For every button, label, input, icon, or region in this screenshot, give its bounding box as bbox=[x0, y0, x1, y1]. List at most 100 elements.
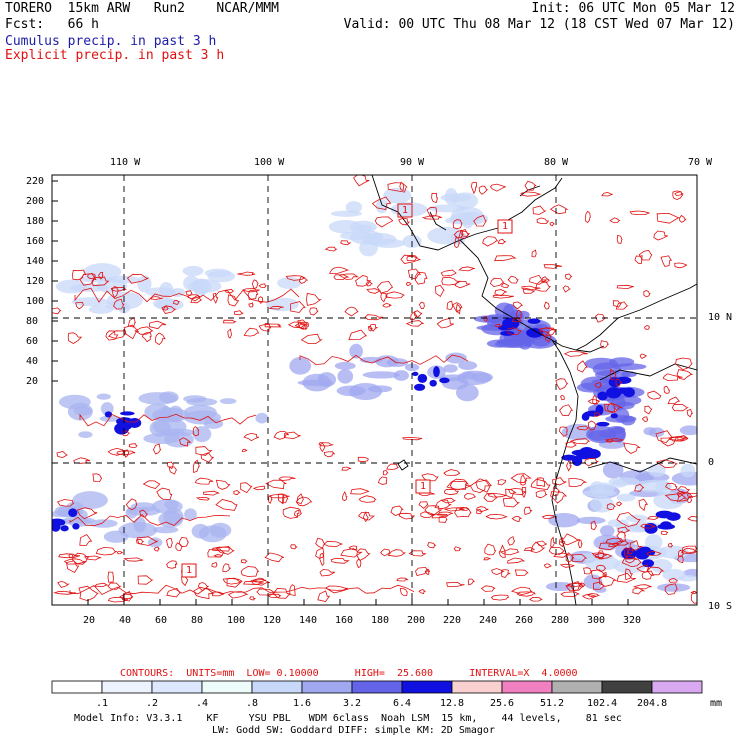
contour-line bbox=[667, 542, 674, 548]
contour-line bbox=[126, 273, 149, 284]
contour-line bbox=[601, 191, 613, 197]
contour-line bbox=[475, 506, 489, 512]
lat-label: 0 bbox=[708, 457, 715, 468]
contour-line bbox=[667, 396, 681, 405]
contour-line bbox=[341, 466, 352, 471]
precip-core bbox=[666, 512, 681, 521]
contour-line bbox=[616, 572, 636, 583]
precip-core bbox=[583, 448, 601, 459]
contour-line bbox=[224, 288, 235, 294]
explicit-precip-title: Explicit precip. in past 3 h bbox=[5, 48, 225, 63]
contour-line bbox=[348, 329, 368, 341]
contour-line bbox=[134, 326, 154, 335]
contour-line bbox=[483, 315, 489, 322]
y-tick-label: 120 bbox=[26, 276, 45, 287]
colorbar-label: 1.6 bbox=[293, 698, 312, 709]
contour-line bbox=[581, 594, 597, 600]
contour-line bbox=[233, 490, 241, 496]
precip-shade bbox=[152, 407, 189, 423]
contour-line bbox=[482, 236, 499, 247]
colorbar-label: .4 bbox=[196, 698, 209, 709]
contour-line bbox=[63, 558, 87, 565]
contour-line bbox=[252, 485, 266, 491]
contour-line bbox=[550, 490, 568, 504]
precip-shade bbox=[361, 232, 397, 246]
forecast-hour: Fcst: 66 h bbox=[5, 17, 99, 32]
contour-line bbox=[366, 288, 381, 294]
contour-line bbox=[590, 520, 598, 531]
contour-line bbox=[330, 557, 350, 564]
precip-shade bbox=[133, 517, 146, 533]
contour-label-boxes bbox=[181, 203, 513, 578]
contour-line bbox=[536, 540, 547, 547]
colorbar-label: 3.2 bbox=[343, 698, 362, 709]
contour-line bbox=[571, 554, 588, 563]
contour-line bbox=[78, 585, 100, 602]
contour-line bbox=[605, 438, 615, 443]
contour-line bbox=[511, 515, 523, 523]
colorbar-label: 12.8 bbox=[440, 698, 465, 709]
precip-shade bbox=[356, 224, 372, 232]
contour-line bbox=[278, 476, 296, 481]
contour-label: 1 bbox=[402, 205, 409, 216]
contour-line bbox=[592, 581, 605, 590]
contour-line bbox=[443, 488, 460, 496]
contour-line bbox=[110, 286, 128, 292]
contour-line bbox=[484, 543, 497, 556]
contour-line bbox=[431, 192, 439, 203]
contour-line bbox=[405, 281, 412, 286]
contour-line bbox=[203, 490, 220, 496]
contour-line bbox=[211, 562, 218, 568]
contour-line bbox=[511, 317, 522, 323]
contour-line bbox=[119, 593, 134, 599]
contour-line bbox=[264, 552, 285, 563]
contour-line bbox=[469, 478, 491, 494]
contour-line bbox=[560, 533, 580, 546]
contour-line bbox=[491, 568, 505, 576]
contour-line bbox=[638, 498, 649, 512]
lat-label: 10 S bbox=[708, 601, 733, 612]
precip-shade bbox=[650, 558, 673, 573]
contour-line bbox=[530, 541, 546, 554]
precip-shade bbox=[390, 202, 428, 217]
precip-shade bbox=[648, 427, 665, 438]
contour-line bbox=[541, 276, 551, 283]
contour-line bbox=[76, 507, 98, 520]
contour-line bbox=[629, 540, 644, 551]
contour-line bbox=[333, 274, 349, 280]
precip-shade bbox=[152, 526, 179, 534]
contour-line bbox=[107, 582, 122, 590]
contour-line bbox=[340, 240, 352, 246]
contour-line bbox=[663, 385, 670, 394]
contour-line bbox=[501, 282, 510, 288]
contour-line bbox=[674, 191, 684, 196]
contour-line bbox=[192, 426, 200, 437]
contour-line bbox=[454, 235, 460, 249]
contour-line bbox=[249, 596, 257, 601]
contour-line bbox=[668, 577, 678, 583]
contour-line bbox=[185, 290, 193, 296]
contour-line bbox=[632, 584, 652, 590]
contour-line bbox=[227, 294, 240, 307]
cumulus-precip-title: Cumulus precip. in past 3 h bbox=[5, 34, 217, 49]
contour-line bbox=[68, 553, 74, 558]
contour-line bbox=[172, 299, 180, 305]
precip-shade bbox=[458, 361, 478, 370]
y-tick-label: 180 bbox=[26, 216, 45, 227]
contour-line bbox=[559, 563, 575, 568]
x-tick-label: 60 bbox=[155, 615, 168, 626]
precip-core bbox=[526, 328, 544, 338]
contour-line bbox=[415, 566, 430, 576]
contour-line bbox=[629, 210, 650, 215]
lon-label: 110 W bbox=[110, 157, 141, 168]
contour-line bbox=[405, 320, 425, 327]
contour-line bbox=[453, 229, 464, 239]
precip-shade bbox=[145, 287, 177, 297]
contour-line bbox=[676, 486, 691, 494]
precip-shade bbox=[345, 201, 363, 214]
contour-line bbox=[597, 550, 605, 560]
contour-line bbox=[647, 515, 659, 520]
precip-core bbox=[72, 523, 80, 530]
contour-line bbox=[418, 589, 427, 595]
precip-core bbox=[610, 413, 618, 419]
